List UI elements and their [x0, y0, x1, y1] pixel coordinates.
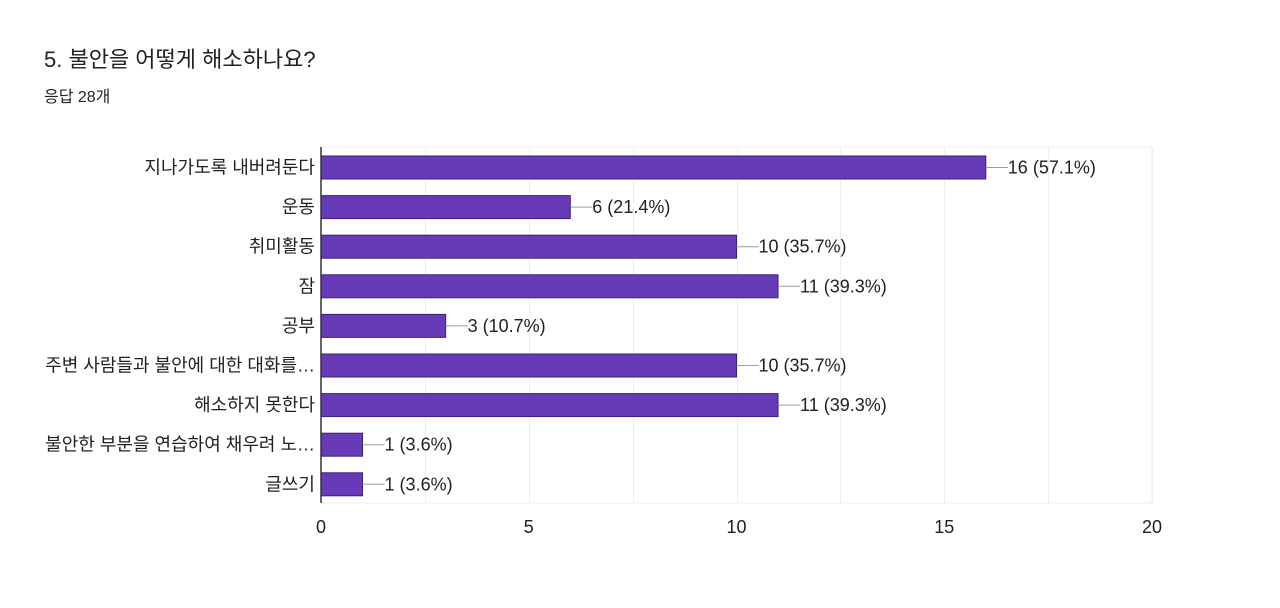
category-label: 지나가도록 내버려둔다: [144, 158, 315, 178]
category-label: 글쓰기: [265, 474, 315, 494]
bar: [320, 313, 447, 338]
value-label: 1 (3.6%): [385, 474, 453, 494]
value-label: 11 (39.3%): [800, 276, 887, 296]
category-label: 운동: [282, 197, 315, 217]
value-label: 11 (39.3%): [800, 395, 887, 415]
category-label: 공부: [282, 316, 315, 336]
bar: [320, 432, 364, 457]
value-label: 10 (35.7%): [759, 356, 847, 376]
category-label: 주변 사람들과 불안에 대한 대화를…: [45, 356, 315, 376]
value-label: 6 (21.4%): [592, 197, 670, 217]
bar: [320, 393, 779, 418]
category-label: 잠: [298, 276, 315, 296]
bar: [320, 472, 364, 497]
category-label: 취미활동: [249, 237, 315, 257]
value-label: 1 (3.6%): [385, 435, 453, 455]
x-tick-label: 10: [726, 517, 746, 537]
category-label: 불안한 부분을 연습하여 채우려 노…: [45, 435, 315, 455]
category-label: 해소하지 못한다: [194, 395, 315, 415]
bar: [320, 195, 571, 220]
value-label: 10 (35.7%): [759, 237, 847, 257]
bar: [320, 353, 737, 378]
bar: [320, 274, 779, 299]
value-label: 3 (10.7%): [468, 316, 546, 336]
bar: [320, 155, 987, 180]
bar: [320, 234, 737, 259]
question-title: 5. 불안을 어떻게 해소하나요?: [44, 47, 316, 72]
value-label: 16 (57.1%): [1008, 158, 1096, 178]
x-tick-label: 20: [1142, 517, 1162, 537]
x-tick-label: 0: [316, 517, 326, 537]
x-tick-label: 5: [524, 517, 534, 537]
x-tick-label: 15: [934, 517, 954, 537]
response-count: 응답 28개: [44, 89, 111, 106]
